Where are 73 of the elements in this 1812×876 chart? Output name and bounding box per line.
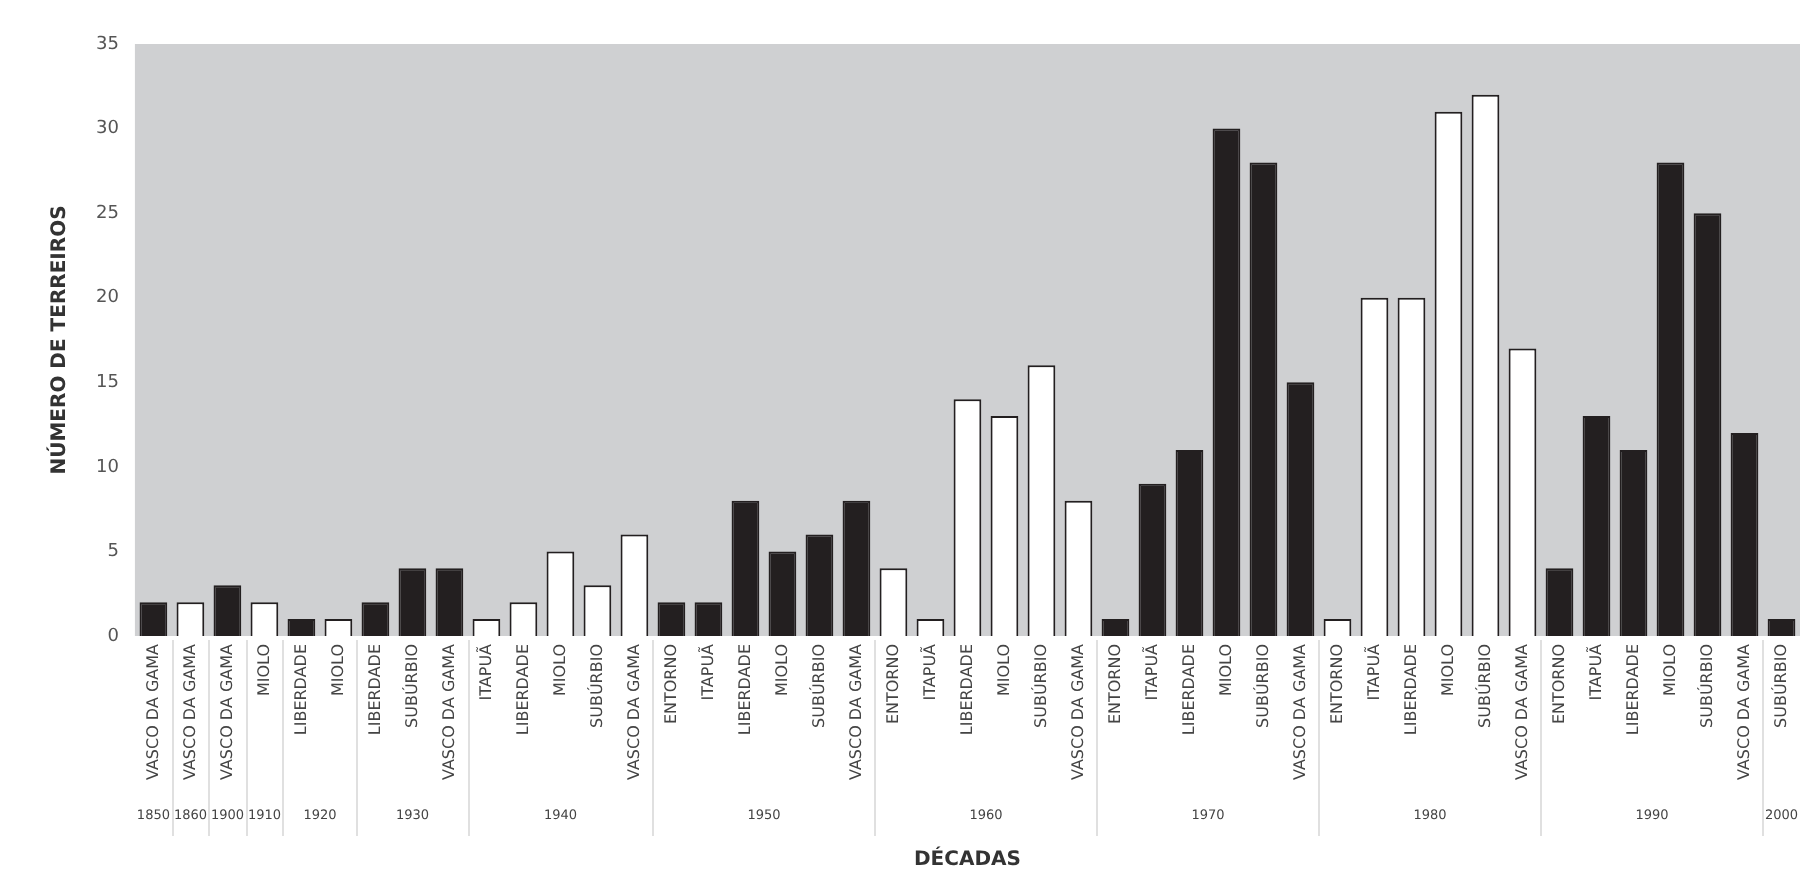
x-tick-label: ITAPUÃ	[1140, 642, 1161, 701]
x-tick-label: MIOLO	[254, 643, 273, 697]
x-tick-label: ENTORNO	[1327, 643, 1346, 725]
x-tick-label: SUBÚRBIO	[1029, 643, 1050, 728]
y-axis-title: NÚMERO DE TERREIROS	[45, 205, 72, 475]
x-tick-label: MIOLO	[550, 643, 569, 697]
x-tick-label: VASCO DA GAMA	[439, 642, 458, 781]
x-tick-label: LIBERDADE	[1179, 643, 1198, 736]
bar	[213, 585, 242, 636]
x-tick-label: VASCO DA GAMA	[1734, 642, 1753, 781]
x-tick-label: SUBÚRBIO	[1695, 643, 1716, 728]
x-tick-label: ENTORNO	[1105, 643, 1124, 725]
x-tick-label: LIBERDADE	[1401, 643, 1420, 736]
x-tick-label: VASCO DA GAMA	[1512, 642, 1531, 781]
bar	[1249, 162, 1278, 636]
bar	[1138, 483, 1167, 636]
x-tick-label: MIOLO	[1216, 643, 1235, 697]
x-tick-label: ITAPUÃ	[474, 642, 495, 701]
y-tick-label: 10	[96, 457, 120, 478]
bar	[1175, 449, 1204, 636]
x-tick-label: SUBÚRBIO	[1473, 643, 1494, 728]
x-tick-label: MIOLO	[994, 643, 1013, 697]
x-tick-label: LIBERDADE	[1623, 643, 1642, 736]
x-tick-label: MIOLO	[1660, 643, 1679, 697]
x-tick-label: SUBÚRBIO	[585, 643, 606, 728]
x-tick-label: ITAPUÃ	[696, 642, 717, 701]
bar	[1693, 213, 1722, 636]
x-tick-label: VASCO DA GAMA	[624, 642, 643, 781]
x-tick-label: ENTORNO	[661, 643, 680, 725]
x-tick-label: VASCO DA GAMA	[217, 642, 236, 781]
x-tick-label: LIBERDADE	[735, 643, 754, 736]
x-tick-label: VASCO DA GAMA	[1068, 642, 1087, 781]
bar	[1286, 382, 1315, 636]
bar	[1656, 162, 1685, 636]
x-tick-label: ITAPUÃ	[1584, 642, 1605, 701]
bar	[768, 551, 797, 636]
x-tick-label: ITAPUÃ	[918, 642, 939, 701]
y-tick-label: 15	[96, 372, 119, 393]
x-tick-label: VASCO DA GAMA	[143, 642, 162, 781]
x-tick-label: MIOLO	[772, 643, 791, 697]
bar	[1619, 449, 1648, 636]
y-tick-label: 30	[96, 119, 120, 140]
x-tick-label: VASCO DA GAMA	[846, 642, 865, 781]
x-tick-label: VASCO DA GAMA	[180, 642, 199, 781]
bar	[435, 568, 464, 636]
bar	[842, 500, 871, 636]
x-tick-label: LIBERDADE	[513, 643, 532, 736]
bar	[1582, 416, 1611, 636]
y-tick-label: 35	[96, 34, 119, 55]
y-tick-label: 25	[96, 203, 119, 224]
x-tick-label: SUBÚRBIO	[807, 643, 828, 728]
x-tick-label: LIBERDADE	[291, 643, 310, 736]
bar	[398, 568, 427, 636]
x-tick-label: MIOLO	[328, 643, 347, 697]
x-tick-label: MIOLO	[1438, 643, 1457, 697]
x-tick-label: ENTORNO	[1549, 643, 1568, 725]
bar	[1212, 128, 1241, 636]
x-tick-label: ITAPUÃ	[1362, 642, 1383, 701]
x-axis-title: DÉCADAS	[914, 845, 1021, 872]
bar	[805, 534, 834, 636]
x-tick-label: SUBÚRBIO	[1251, 643, 1272, 728]
bar	[1545, 568, 1574, 636]
x-tick-label: LIBERDADE	[365, 643, 384, 736]
y-tick-label: 0	[107, 626, 120, 647]
bar	[731, 500, 760, 636]
y-tick-label: 20	[96, 288, 120, 309]
x-tick-label: SUBÚRBIO	[400, 643, 421, 728]
x-tick-label: VASCO DA GAMA	[1290, 642, 1309, 781]
x-tick-label: ENTORNO	[883, 643, 902, 725]
bar	[1730, 433, 1759, 636]
x-tick-label: LIBERDADE	[957, 643, 976, 736]
y-tick-label: 5	[107, 542, 119, 563]
x-tick-label: SUBÚRBIO	[1769, 643, 1790, 728]
